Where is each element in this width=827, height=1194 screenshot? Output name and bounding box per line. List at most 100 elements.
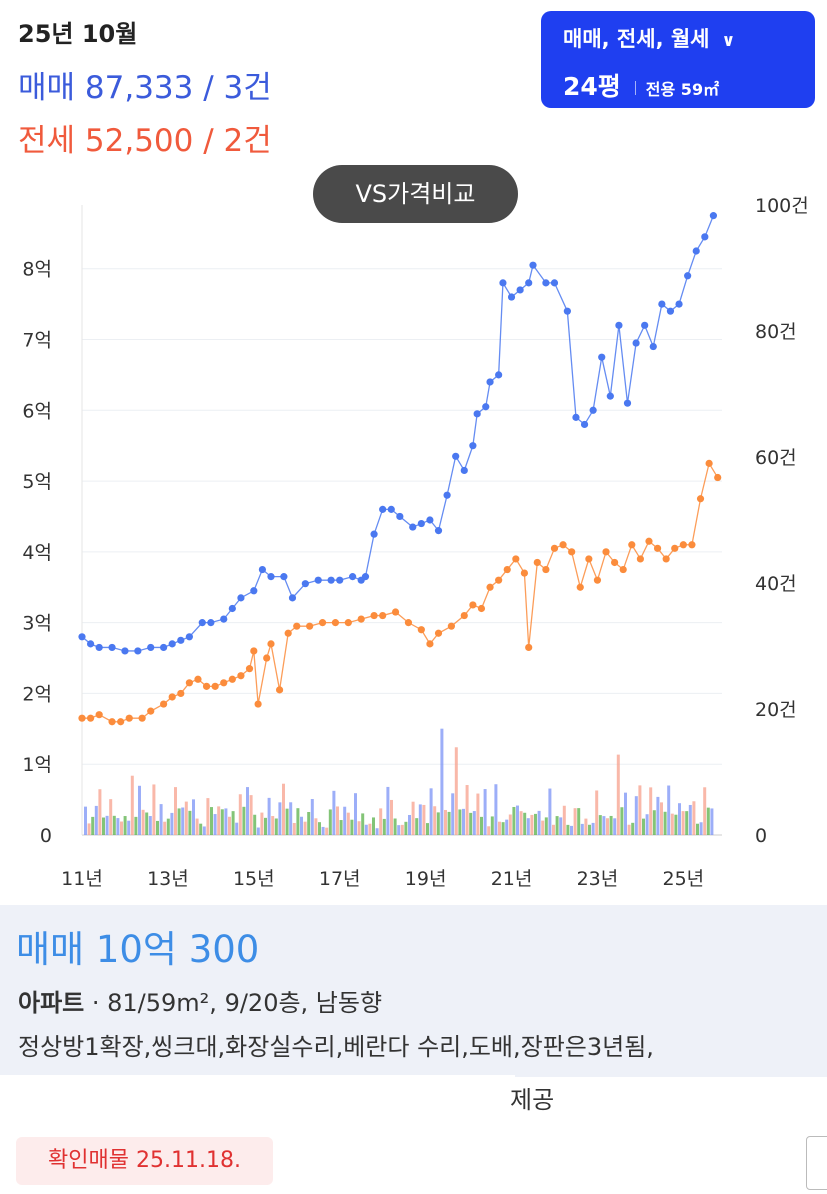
- volume-bar: [595, 790, 599, 835]
- jeonse-point: [477, 604, 486, 613]
- volume-bar: [256, 827, 260, 835]
- volume-bar: [120, 821, 123, 835]
- volume-bar: [382, 818, 386, 835]
- sale-point: [684, 272, 692, 280]
- volume-bar: [271, 816, 275, 835]
- volume-bar: [566, 824, 570, 835]
- sale-point: [258, 565, 267, 574]
- volume-bar: [228, 816, 231, 835]
- volume-bar: [274, 818, 278, 835]
- jeonse-point: [250, 647, 258, 655]
- sale-point: [641, 321, 649, 329]
- volume-bar: [246, 787, 249, 835]
- volume-bar: [519, 811, 523, 835]
- volume-bar: [465, 785, 469, 835]
- jeonse-point: [602, 548, 610, 556]
- volume-bar: [530, 814, 534, 835]
- jeonse-point: [512, 555, 520, 563]
- sale-point: [78, 633, 86, 641]
- volume-bar: [555, 816, 559, 835]
- selected-month: 25년 10월: [18, 20, 138, 48]
- volume-bar: [681, 811, 685, 835]
- volume-bar: [145, 812, 149, 835]
- volume-bar: [238, 794, 242, 835]
- sale-point: [361, 573, 370, 581]
- jeonse-point: [237, 672, 245, 680]
- volume-bar: [390, 799, 393, 835]
- x-tick-label: 15년: [233, 868, 275, 890]
- x-tick-label: 19년: [405, 868, 447, 890]
- jeonse-point: [293, 622, 301, 630]
- volume-bar: [188, 810, 192, 835]
- volume-bar: [670, 813, 674, 835]
- jeonse-point: [267, 640, 275, 648]
- jeonse-point: [78, 714, 86, 722]
- sale-point: [529, 261, 537, 269]
- volume-bar: [429, 788, 433, 835]
- volume-bar: [537, 810, 541, 835]
- sale-point: [516, 286, 524, 294]
- jeonse-point: [434, 629, 443, 637]
- volume-bar: [703, 787, 707, 835]
- jeonse-point: [160, 700, 168, 708]
- vs-compare-button[interactable]: VS가격비교: [313, 165, 518, 223]
- volume-bar: [328, 809, 332, 835]
- volume-bar: [552, 824, 555, 835]
- volume-bar: [289, 802, 293, 835]
- volume-bar: [94, 805, 98, 835]
- jeonse-point: [284, 629, 292, 637]
- volume-bar: [634, 796, 638, 835]
- volume-bar: [127, 820, 131, 835]
- volume-bar: [220, 809, 224, 835]
- volume-bar: [105, 815, 109, 835]
- volume-bar: [379, 808, 383, 835]
- listing-price[interactable]: 매매 10억 300: [16, 928, 260, 971]
- price-chart[interactable]: 0 1억 2억 3억 4억 5억 6억 7억 8억 0 20건 40건 60건 80건 100건 11년 13년…: [0, 180, 827, 900]
- volume-bar: [692, 801, 696, 835]
- confirmed-listing-badge: 확인매물 25.11.18.: [16, 1137, 273, 1185]
- volume-bar: [454, 747, 458, 835]
- jeonse-point: [696, 495, 705, 503]
- jeonse-point: [370, 611, 378, 620]
- volume-bar: [321, 826, 325, 835]
- filter-types-label: 매매, 전세, 월세: [563, 27, 710, 51]
- x-tick-label: 11년: [61, 868, 103, 890]
- jeonse-point: [495, 576, 503, 584]
- filter-button[interactable]: 매매, 전세, 월세 ∨ 24평 전용 59㎡: [541, 11, 815, 108]
- volume-bar: [469, 812, 473, 835]
- edge-button[interactable]: [806, 1136, 827, 1190]
- jeonse-point: [404, 619, 413, 627]
- volume-bar: [163, 821, 167, 835]
- volume-bar: [372, 817, 375, 835]
- volume-bar: [706, 807, 710, 835]
- volume-bar: [577, 808, 581, 835]
- sale-point: [434, 527, 443, 535]
- y-right-tick-label: 80건: [755, 321, 797, 343]
- volume-bar: [336, 806, 339, 835]
- jeonse-point: [542, 565, 550, 574]
- listing-details: 81/59m², 9/20층, 남동향: [107, 989, 383, 1017]
- volume-bar: [433, 806, 437, 835]
- volume-bar: [685, 811, 689, 835]
- sale-point: [589, 406, 597, 414]
- sale-point: [572, 413, 580, 421]
- volume-bar: [84, 806, 87, 835]
- y-right-tick-label: 40건: [755, 573, 797, 595]
- sale-point: [288, 594, 297, 602]
- jeonse-point: [447, 622, 455, 630]
- sale-point: [336, 576, 344, 584]
- volume-bar: [339, 820, 343, 835]
- listing-type: 아파트: [18, 989, 85, 1017]
- volume-bar: [710, 808, 714, 835]
- volume-bar: [98, 789, 102, 835]
- sale-point: [443, 491, 451, 499]
- sale-point: [237, 594, 245, 602]
- jeonse-point: [211, 682, 219, 690]
- y-left-tick-label: 0: [40, 825, 52, 847]
- y-right-tick-label: 0: [755, 825, 767, 847]
- volume-bar: [217, 806, 221, 835]
- sale-point: [327, 576, 335, 584]
- volume-bar: [490, 816, 494, 835]
- sale-point: [550, 279, 559, 287]
- volume-bar: [285, 808, 289, 835]
